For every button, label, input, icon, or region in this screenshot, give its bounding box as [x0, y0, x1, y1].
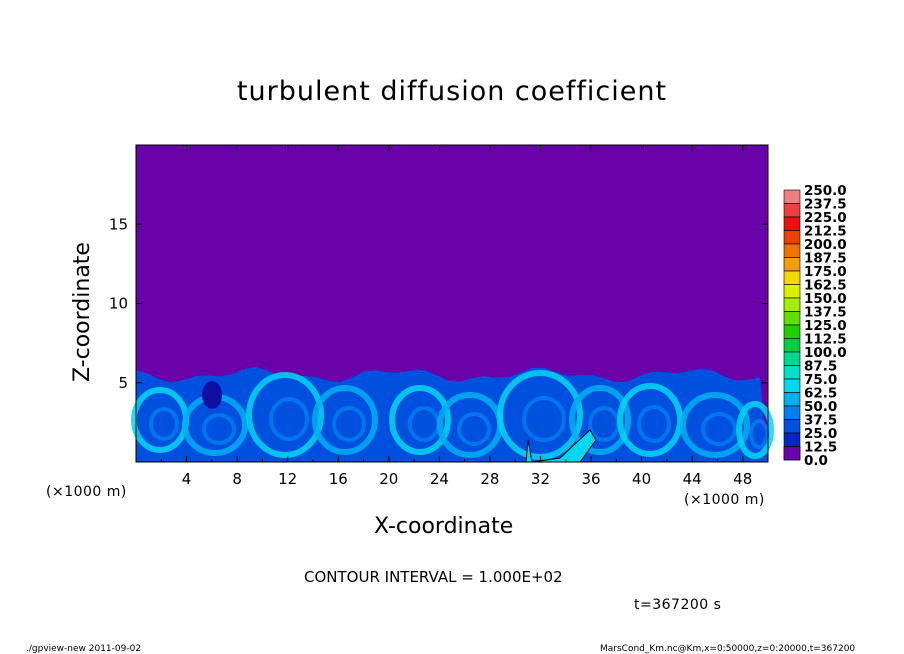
colorbar-label: 87.5 — [804, 359, 837, 375]
colorbar-swatch — [783, 432, 801, 447]
colorbar-swatch — [783, 189, 801, 204]
colorbar-label: 75.0 — [804, 372, 837, 388]
colorbar-swatch — [783, 392, 801, 407]
footer-left: ./gpview-new 2011-09-02 — [26, 644, 142, 654]
x-tick-label: 32 — [531, 470, 550, 488]
x-tick-label: 36 — [581, 470, 600, 488]
y-tick-label: 10 — [109, 295, 128, 313]
colorbar-label: 62.5 — [804, 386, 837, 402]
y-tick-label: 15 — [109, 215, 128, 233]
eddy-swirl — [701, 412, 737, 446]
eddy-swirl — [736, 401, 774, 459]
colorbar-label: 100.0 — [804, 345, 847, 361]
x-tick-label: 28 — [480, 470, 499, 488]
colorbar-swatch — [783, 203, 801, 218]
x-tick-label: 12 — [278, 470, 297, 488]
eddy-swirl — [149, 407, 179, 441]
contour-interval: CONTOUR INTERVAL = 1.000E+02 — [304, 568, 563, 586]
x-tick-label: 4 — [182, 470, 192, 488]
colorbar-swatch — [783, 365, 801, 380]
y-tick-label: 5 — [118, 374, 128, 392]
colorbar-label: 237.5 — [804, 197, 847, 213]
colorbar-label: 112.5 — [804, 332, 847, 348]
y-axis-unit: (×1000 m) — [46, 484, 127, 500]
colorbar-label: 175.0 — [804, 264, 847, 280]
colorbar-swatch — [783, 405, 801, 420]
colorbar-label: 212.5 — [804, 224, 847, 240]
eddy-swirl — [680, 392, 750, 458]
eddy-swirl — [246, 372, 324, 458]
colorbar-label: 150.0 — [804, 291, 847, 307]
colorbar-swatch — [783, 351, 801, 366]
time-stamp: t=367200 s — [634, 597, 722, 613]
eddy-swirl — [637, 405, 671, 443]
colorbar-swatch — [783, 311, 801, 326]
colorbar-swatch — [783, 446, 801, 461]
x-tick-label: 44 — [683, 470, 702, 488]
colorbar-label: 12.5 — [804, 440, 837, 456]
colorbar-label: 187.5 — [804, 251, 847, 267]
colorbar-swatch — [783, 216, 801, 231]
x-tick-label: 24 — [430, 470, 449, 488]
eddy-swirl — [202, 413, 236, 445]
eddy-swirl — [312, 385, 378, 455]
x-tick-label: 20 — [379, 470, 398, 488]
eddy-swirl — [269, 397, 309, 441]
colorbar-label: 25.0 — [804, 426, 837, 442]
contour-line — [525, 429, 597, 463]
colorbar-label: 50.0 — [804, 399, 837, 415]
colorbar-swatch — [783, 243, 801, 258]
colorbar-swatch — [783, 270, 801, 285]
x-tick-label: 16 — [329, 470, 348, 488]
colorbar-label: 37.5 — [804, 413, 837, 429]
colorbar-label: 250.0 — [804, 183, 847, 199]
colorbar-label: 200.0 — [804, 237, 847, 253]
colorbar-swatch — [783, 284, 801, 299]
eddy-swirl — [569, 385, 631, 455]
eddy-core — [202, 381, 222, 409]
colorbar-label: 225.0 — [804, 210, 847, 226]
eddy-swirl — [617, 383, 683, 457]
colorbar-swatch — [783, 378, 801, 393]
colorbar-swatch — [783, 419, 801, 434]
eddy-swirl — [389, 385, 451, 455]
x-tick-label: 48 — [733, 470, 752, 488]
footer-right: MarsCond_Km.nc@Km,x=0:50000,z=0:20000,t=… — [600, 644, 856, 654]
colorbar-label: 0.0 — [804, 453, 828, 469]
chart-title: turbulent diffusion coefficient — [236, 76, 668, 107]
eddy-swirl — [522, 396, 566, 442]
colorbar-swatch — [783, 338, 801, 353]
x-tick-label: 40 — [632, 470, 651, 488]
eddy-swirl — [749, 419, 769, 449]
colorbar-swatch — [783, 297, 801, 312]
colorbar-label: 137.5 — [804, 305, 847, 321]
y-axis-label: Z-coordinate — [70, 242, 95, 382]
x-axis-label: X-coordinate — [374, 514, 514, 539]
colorbar-swatch — [783, 230, 801, 245]
x-tick-label: 8 — [232, 470, 242, 488]
colorbar-swatch — [783, 324, 801, 339]
eddy-swirl — [332, 406, 366, 442]
colorbar-label: 162.5 — [804, 278, 847, 294]
colorbar-label: 125.0 — [804, 318, 847, 334]
colorbar-swatch — [783, 257, 801, 272]
eddy-swirl — [457, 412, 491, 446]
x-axis-unit: (×1000 m) — [684, 492, 765, 508]
